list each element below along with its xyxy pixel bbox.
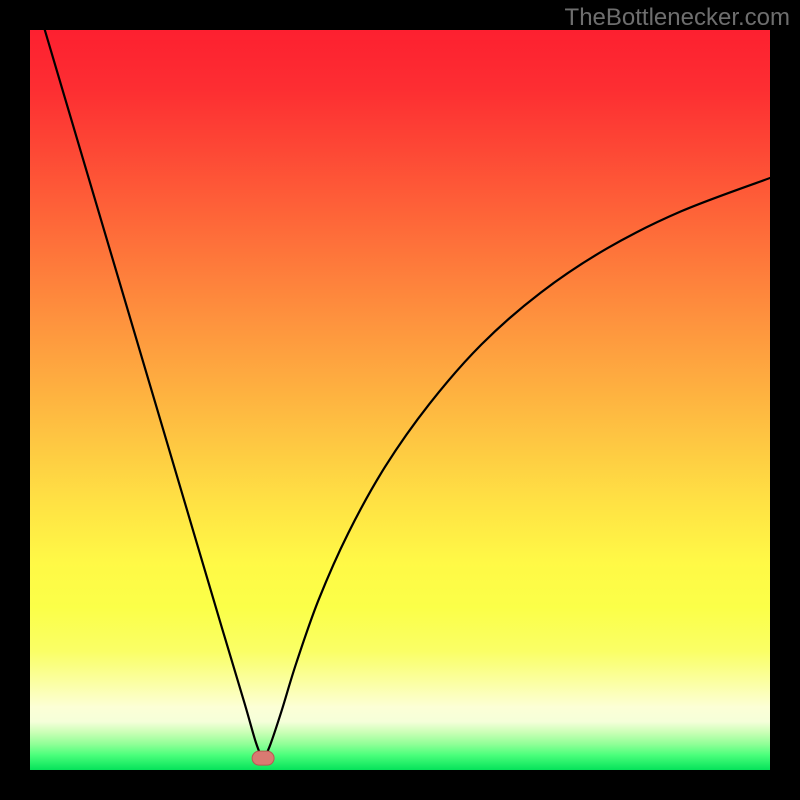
optimum-marker <box>30 30 770 770</box>
watermark-text: TheBottlenecker.com <box>565 4 790 32</box>
chart-root: TheBottlenecker.com <box>0 0 800 800</box>
plot-area <box>30 30 770 770</box>
